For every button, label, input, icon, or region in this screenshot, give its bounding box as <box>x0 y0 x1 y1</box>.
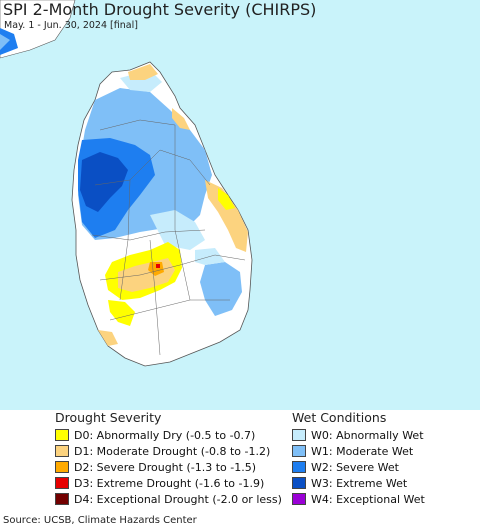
wet-extreme-core <box>80 152 128 212</box>
legend-label-w2: W2: Severe Wet <box>311 460 399 474</box>
legend-label-d2: D2: Severe Drought (-1.3 to -1.5) <box>74 460 257 474</box>
swatch-d1 <box>55 445 69 457</box>
wet-legend-heading: Wet Conditions <box>292 410 387 425</box>
legend-item-w4: W4: Exceptional Wet <box>292 492 425 506</box>
legend-item-d1: D1: Moderate Drought (-0.8 to -1.2) <box>55 444 270 458</box>
swatch-d2 <box>55 461 69 473</box>
drought-legend-heading: Drought Severity <box>55 410 162 425</box>
legend-label-d0: D0: Abnormally Dry (-0.5 to -0.7) <box>74 428 256 442</box>
legend-item-w0: W0: Abnormally Wet <box>292 428 424 442</box>
mainland-india <box>0 0 76 59</box>
legend-item-d4: D4: Exceptional Drought (-2.0 or less) <box>55 492 282 506</box>
legend-label-w0: W0: Abnormally Wet <box>311 428 424 442</box>
mainland-wet-patch-2 <box>0 34 10 50</box>
map-canvas <box>0 0 253 367</box>
swatch-w2 <box>292 461 306 473</box>
swatch-d4 <box>55 493 69 505</box>
swatch-w1 <box>292 445 306 457</box>
wet-abnormal-mid <box>150 210 205 250</box>
legend-label-d4: D4: Exceptional Drought (-2.0 or less) <box>74 492 282 506</box>
legend-label-d1: D1: Moderate Drought (-0.8 to -1.2) <box>74 444 271 458</box>
legend-label-w3: W3: Extreme Wet <box>311 476 408 490</box>
legend-item-d0: D0: Abnormally Dry (-0.5 to -0.7) <box>55 428 255 442</box>
dry-north-top <box>128 64 158 80</box>
mainland-wet-patch <box>0 28 18 55</box>
swatch-d0 <box>55 429 69 441</box>
wet-moderate-southeast <box>200 262 242 316</box>
province-boundaries <box>91 119 246 356</box>
map-subtitle: May. 1 - Jun. 30, 2024 [final] <box>4 20 138 31</box>
dry-east-coast-d0 <box>218 188 235 210</box>
legend-label-w4: W4: Exceptional Wet <box>311 492 425 506</box>
source-credit: Source: UCSB, Climate Hazards Center <box>3 515 197 526</box>
swatch-w3 <box>292 477 306 489</box>
legend-item-d2: D2: Severe Drought (-1.3 to -1.5) <box>55 460 256 474</box>
legend-item-w2: W2: Severe Wet <box>292 460 399 474</box>
legend-item-w1: W1: Moderate Wet <box>292 444 413 458</box>
swatch-d3 <box>55 477 69 489</box>
map-title: SPI 2-Month Drought Severity (CHIRPS) <box>3 0 317 19</box>
drought-map: SPI 2-Month Drought Severity (CHIRPS) Ma… <box>0 0 480 410</box>
legend-item-d3: D3: Extreme Drought (-1.6 to -1.9) <box>55 476 264 490</box>
legend: Drought Severity Wet Conditions D0: Abno… <box>0 410 480 510</box>
swatch-w0 <box>292 429 306 441</box>
dry-south-d1 <box>98 330 118 346</box>
legend-label-d3: D3: Extreme Drought (-1.6 to -1.9) <box>74 476 265 490</box>
dry-southwest-d0 <box>108 300 135 326</box>
dry-northeast <box>172 108 190 130</box>
legend-label-w1: W1: Moderate Wet <box>311 444 414 458</box>
dry-east-coast <box>205 180 248 252</box>
legend-item-w3: W3: Extreme Wet <box>292 476 407 490</box>
dry-central-d3 <box>156 264 160 268</box>
swatch-w4 <box>292 493 306 505</box>
